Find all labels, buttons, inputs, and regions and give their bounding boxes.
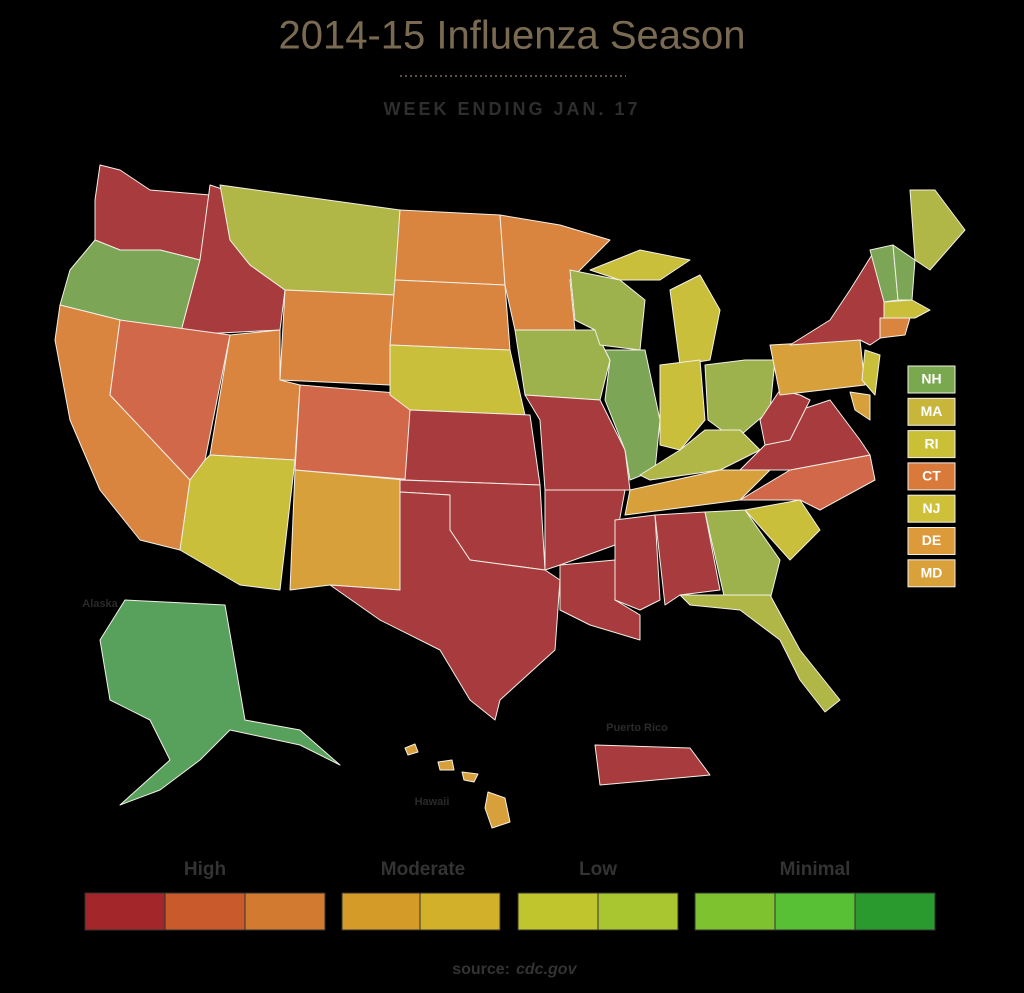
state-key-box — [907, 527, 956, 555]
state — [639, 429, 761, 481]
legend-swatch — [694, 892, 776, 931]
legend-label: High — [184, 859, 226, 880]
state — [604, 349, 661, 481]
subtitle: WEEK ENDING JAN. 17 — [383, 99, 640, 119]
legend-swatch — [84, 892, 166, 931]
legend: High Moderate Low Minimal — [84, 859, 936, 931]
state — [99, 599, 341, 806]
state-key-box — [907, 397, 956, 426]
state — [589, 249, 691, 281]
state — [461, 771, 479, 783]
state-key-label: MA — [921, 403, 943, 419]
state — [514, 329, 611, 401]
state — [614, 514, 661, 611]
legend-label: Minimal — [780, 859, 851, 880]
state — [654, 511, 721, 606]
state — [569, 269, 646, 351]
state — [404, 743, 419, 756]
state — [624, 469, 771, 516]
state — [404, 409, 541, 486]
state — [704, 509, 781, 601]
state-key-label: NH — [921, 371, 941, 387]
state-key-label: CT — [922, 468, 941, 484]
legend-swatch — [341, 892, 421, 931]
state — [659, 359, 706, 451]
state — [389, 344, 526, 416]
state — [679, 594, 841, 713]
legend-label: Low — [579, 859, 617, 880]
state — [329, 491, 561, 721]
small-state-keys: NH MA RI CT NJ DE MD — [907, 365, 956, 588]
legend-swatch — [419, 892, 501, 931]
state-key-label: RI — [925, 435, 939, 451]
map-label: Hawaii — [415, 796, 450, 808]
state-key-box — [907, 462, 956, 491]
state — [744, 499, 821, 561]
state-key-box — [907, 430, 956, 459]
state — [484, 791, 511, 829]
state — [594, 744, 711, 786]
state-key-box — [907, 494, 956, 523]
legend-swatch — [164, 892, 246, 931]
state — [94, 164, 211, 261]
source-site: cdc.gov — [516, 961, 578, 978]
title: 2014-15 Influenza Season — [278, 14, 745, 58]
legend-label: Moderate — [381, 859, 465, 880]
state-key-label: MD — [921, 565, 943, 581]
state — [861, 349, 881, 396]
map-label: Puerto Rico — [606, 722, 668, 734]
legend-swatch — [517, 892, 599, 931]
state-key-box — [907, 559, 956, 588]
state-key-label: DE — [922, 532, 941, 548]
state — [394, 209, 506, 286]
legend-swatch — [244, 892, 326, 931]
state — [499, 214, 611, 331]
state — [849, 391, 871, 421]
state-key-label: NJ — [923, 500, 941, 516]
state — [669, 274, 721, 366]
source-label: source: — [452, 961, 510, 978]
legend-swatch — [597, 892, 679, 931]
state — [279, 289, 396, 386]
state — [289, 469, 406, 591]
state — [544, 489, 626, 571]
state — [769, 339, 866, 396]
us-map — [54, 164, 966, 829]
state-key-box — [907, 365, 956, 394]
legend-swatch — [854, 892, 936, 931]
state — [909, 189, 966, 271]
map-label: Alaska — [82, 598, 118, 610]
state — [437, 759, 455, 771]
legend-swatch — [774, 892, 856, 931]
state — [179, 454, 296, 591]
state — [389, 279, 511, 351]
state — [883, 299, 931, 319]
state — [879, 317, 911, 339]
